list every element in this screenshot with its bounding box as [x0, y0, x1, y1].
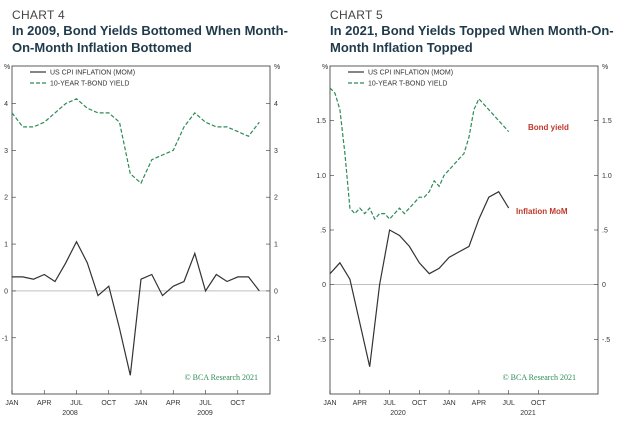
- x-tick-label: JAN: [323, 400, 336, 407]
- chart-5-kicker: CHART 5: [330, 8, 384, 22]
- x-year-label: 2009: [197, 410, 213, 417]
- y-tick-label-left: 1: [4, 242, 8, 249]
- y-tick-label-right: -.5: [602, 337, 610, 344]
- x-tick-label: APR: [166, 400, 180, 407]
- y-tick-label-left: 0: [322, 282, 326, 289]
- x-tick-label: APR: [37, 400, 51, 407]
- x-tick-label: OCT: [412, 400, 428, 407]
- y-unit-left: %: [322, 64, 328, 71]
- x-tick-label: JUL: [502, 400, 515, 407]
- chart-4-kicker: CHART 4: [12, 8, 66, 22]
- chart-5-plot: % % 1.5 1.5 1.0 1.0 .5 .5 0 0 -.5 -.5 JAN APR JUL OCT JA…: [316, 64, 612, 417]
- series-line-cpi-mom: [12, 240, 260, 376]
- annotation-label: Bond yield: [528, 123, 569, 132]
- y-tick-label-left: -.5: [318, 337, 326, 344]
- y-tick-label-right: 1.0: [602, 173, 612, 180]
- x-year-label: 2021: [520, 410, 536, 417]
- x-tick-label: JAN: [134, 400, 147, 407]
- x-tick-label: APR: [353, 400, 367, 407]
- y-tick-label-right: -1: [274, 335, 280, 342]
- x-tick-label: APR: [472, 400, 486, 407]
- x-year-label: 2008: [62, 410, 78, 417]
- y-tick-label-right: 1.5: [602, 118, 612, 125]
- x-tick-label: OCT: [531, 400, 547, 407]
- y-tick-label-left: -1: [2, 335, 8, 342]
- y-tick-label-right: 0: [274, 288, 278, 295]
- y-tick-label-right: 1: [274, 242, 278, 249]
- chart-5-title: In 2021, Bond Yields Topped When Month-O…: [330, 23, 614, 55]
- y-tick-label-left: 1.0: [316, 173, 326, 180]
- y-unit-left: %: [4, 64, 10, 71]
- series-line-cpi-mom: [329, 190, 510, 367]
- x-tick-label: OCT: [101, 400, 117, 407]
- watermark: © BCA Research 2021: [503, 373, 576, 382]
- legend-label: 10-YEAR T-BOND YIELD: [50, 81, 130, 88]
- chart-4-plot: % % 4 4 3 3 2 2 1 1 0 0 -1 -1 JAN APR JUL OCT JAN APR JUL OCT…: [2, 64, 281, 417]
- y-unit-right: %: [602, 64, 608, 71]
- y-tick-label-right: 0: [602, 282, 606, 289]
- plot-frame: [329, 65, 599, 395]
- series-line-bond-yield: [11, 98, 260, 185]
- y-tick-label-left: 3: [4, 148, 8, 155]
- series-line-bond-yield: [329, 87, 510, 221]
- y-tick-label-left: .5: [320, 228, 326, 235]
- y-tick-label-right: 2: [274, 195, 278, 202]
- y-tick-label-right: 4: [274, 101, 278, 108]
- legend-label: US CPI INFLATION (MOM): [368, 70, 453, 77]
- legend-label: 10-YEAR T-BOND YIELD: [368, 81, 448, 88]
- watermark: © BCA Research 2021: [185, 373, 258, 382]
- x-tick-label: JAN: [442, 400, 455, 407]
- chart-4-title: In 2009, Bond Yields Bottomed When Month…: [12, 23, 288, 55]
- y-tick-label-left: 4: [4, 101, 8, 108]
- y-tick-label-left: 1.5: [316, 118, 326, 125]
- legend-label: US CPI INFLATION (MOM): [50, 70, 135, 77]
- plot-frame: [11, 65, 271, 395]
- y-tick-label-right: .5: [602, 228, 608, 235]
- x-tick-label: JUL: [70, 400, 83, 407]
- x-tick-label: OCT: [230, 400, 246, 407]
- x-year-label: 2020: [390, 410, 406, 417]
- x-tick-label: JUL: [199, 400, 212, 407]
- annotation-label: Inflation MoM: [516, 207, 568, 216]
- x-tick-label: JUL: [383, 400, 396, 407]
- y-unit-right: %: [274, 64, 280, 71]
- y-tick-label-left: 2: [4, 195, 8, 202]
- y-tick-label-right: 3: [274, 148, 278, 155]
- y-tick-label-left: 0: [4, 288, 8, 295]
- x-tick-label: JAN: [5, 400, 18, 407]
